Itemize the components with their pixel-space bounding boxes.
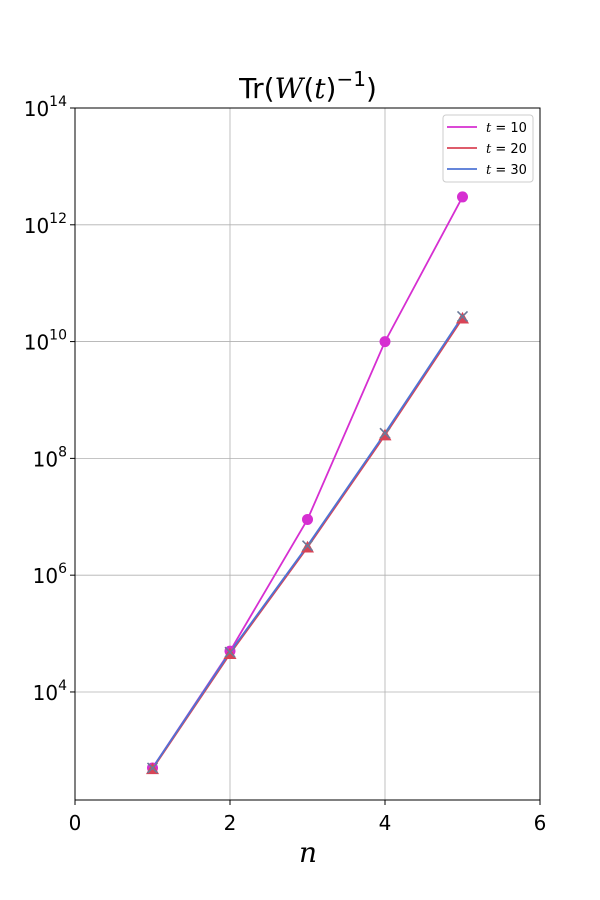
data-point-x bbox=[456, 310, 469, 322]
x-tick-label: 4 bbox=[379, 811, 392, 835]
x-tick-label: 0 bbox=[69, 811, 82, 835]
x-axis-ticks: 0 2 4 6 bbox=[69, 800, 547, 835]
data-point-x bbox=[379, 427, 391, 439]
legend: t = 10 t = 20 t = 30 bbox=[442, 114, 534, 183]
legend-label: t = 20 bbox=[486, 142, 527, 157]
y-tick-label: 106 bbox=[33, 561, 67, 588]
x-tick-label: 2 bbox=[224, 811, 237, 835]
data-point-x bbox=[146, 762, 159, 774]
legend-box bbox=[442, 114, 534, 183]
y-tick-label: 1012 bbox=[24, 211, 67, 238]
y-axis-ticks: 104 106 108 1010 1012 1014 bbox=[24, 94, 75, 705]
legend-label: t = 10 bbox=[486, 121, 527, 136]
y-tick-label: 1010 bbox=[24, 328, 67, 355]
y-tick-label: 1014 bbox=[24, 94, 67, 121]
data-point-circle bbox=[379, 336, 391, 348]
data-point-x bbox=[301, 540, 314, 552]
legend-item: t = 10 bbox=[447, 121, 527, 136]
legend-label: t = 30 bbox=[486, 163, 527, 178]
series-markers bbox=[146, 191, 469, 775]
x-axis-label: n bbox=[299, 836, 317, 869]
data-point-circle bbox=[457, 191, 468, 203]
grid-lines bbox=[74, 107, 541, 800]
legend-item: t = 20 bbox=[447, 142, 527, 157]
legend-item: t = 30 bbox=[447, 163, 527, 178]
data-point-circle bbox=[302, 513, 313, 525]
y-tick-label: 108 bbox=[33, 444, 67, 471]
data-point-x bbox=[224, 646, 236, 658]
series-line bbox=[151, 196, 464, 769]
plot-area-frame bbox=[74, 107, 541, 801]
y-tick-label: 104 bbox=[33, 678, 67, 705]
series-lines bbox=[151, 196, 464, 770]
x-tick-label: 6 bbox=[534, 811, 547, 835]
chart-title: Tr(W(t)−1) bbox=[238, 67, 377, 105]
